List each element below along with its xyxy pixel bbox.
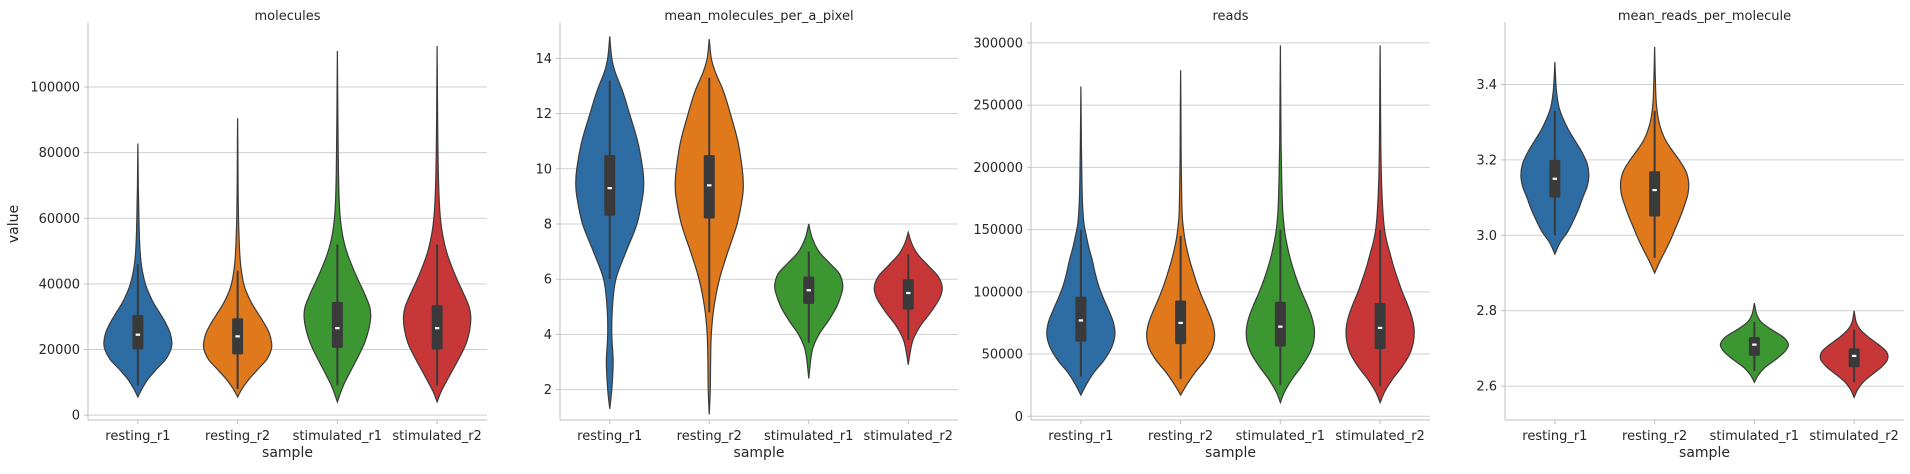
x-tick-label: resting_r2 — [677, 429, 742, 444]
iqr-box-resting-r2 — [1649, 171, 1661, 217]
median-marker-resting-r1 — [135, 333, 141, 336]
y-tick-label: 2.8 — [1476, 304, 1497, 319]
y-tick-label: 2.6 — [1476, 380, 1497, 395]
panel-title: reads — [1212, 9, 1248, 24]
panel-mean-molecules-per-a-pixel: 2 4 6 8 10 12 14 mean_molecules_per_a_pixelrest… — [535, 9, 958, 461]
iqr-box-stimulated-r1 — [331, 301, 343, 348]
violin-resting-r2 — [202, 118, 273, 399]
violin-stimulated-r1 — [303, 50, 372, 404]
x-tick-label: stimulated_r1 — [764, 429, 853, 444]
iqr-box-stimulated-r1 — [1748, 337, 1760, 356]
y-tick-label: 250000 — [973, 99, 1023, 114]
y-tick-label: 20000 — [39, 343, 80, 358]
y-tick-label: 3.4 — [1476, 78, 1497, 93]
iqr-box-resting-r1 — [1075, 296, 1087, 342]
x-tick-label: resting_r1 — [105, 429, 170, 444]
median-marker-stimulated-r1 — [806, 289, 811, 292]
median-marker-stimulated-r1 — [1278, 325, 1283, 328]
median-marker-stimulated-r2 — [1377, 326, 1383, 330]
y-tick-label: 200000 — [973, 161, 1023, 176]
y-tick-label: 0 — [1015, 410, 1023, 425]
median-marker-stimulated-r2 — [1851, 354, 1857, 358]
median-marker-resting-r2 — [707, 184, 712, 187]
x-tick-label: stimulated_r1 — [293, 429, 382, 444]
y-tick-label: 50000 — [982, 348, 1023, 363]
y-axis-title: value — [6, 205, 22, 243]
iqr-box-stimulated-r2 — [902, 279, 914, 310]
violin-stimulated-r2 — [402, 46, 472, 404]
median-marker-stimulated-r1 — [1752, 343, 1757, 346]
y-tick-label: 6 — [544, 273, 552, 288]
y-tick-label: 2 — [544, 383, 552, 398]
y-tick-label: 8 — [544, 218, 552, 233]
y-tick-label: 4 — [544, 328, 552, 343]
x-tick-label: stimulated_r2 — [1809, 429, 1898, 444]
panel-mean-reads-per-molecule: 2.6 2.8 3.0 3.2 3.4 mean_reads_per_moleculere… — [1476, 9, 1904, 461]
x-axis-title: sample — [1679, 445, 1730, 461]
y-tick-label: 100000 — [30, 81, 80, 96]
x-tick-label: resting_r1 — [1522, 429, 1587, 444]
y-tick-label: 14 — [535, 52, 552, 67]
y-tick-label: 60000 — [39, 212, 80, 227]
median-marker-resting-r1 — [1078, 319, 1084, 322]
iqr-box-resting-r1 — [604, 154, 616, 216]
panel-title: mean_molecules_per_a_pixel — [664, 9, 853, 24]
x-tick-label: stimulated_r2 — [392, 429, 481, 444]
x-tick-label: stimulated_r1 — [1710, 429, 1799, 444]
median-marker-stimulated-r2 — [906, 291, 911, 295]
x-tick-label: stimulated_r1 — [1236, 429, 1325, 444]
x-tick-label: resting_r2 — [1148, 429, 1213, 444]
median-marker-stimulated-r2 — [434, 327, 440, 330]
x-tick-label: resting_r2 — [205, 429, 270, 444]
x-tick-label: resting_r1 — [1048, 429, 1113, 444]
y-tick-label: 12 — [535, 107, 552, 122]
panel-title: mean_reads_per_molecule — [1618, 9, 1791, 24]
median-marker-resting-r2 — [1652, 188, 1657, 192]
panel-molecules: 0 20000 40000 60000 80000 100000 molecules rest… — [6, 9, 487, 461]
iqr-box-resting-r2 — [703, 154, 715, 219]
panel-reads: 0 50000 100000 150000 200000 250000 300000 read… — [973, 9, 1430, 461]
median-marker-stimulated-r1 — [335, 327, 340, 330]
y-tick-label: 80000 — [39, 146, 80, 161]
x-axis-title: sample — [734, 445, 785, 461]
iqr-box-stimulated-r1 — [1274, 301, 1286, 347]
y-tick-label: 3.0 — [1476, 229, 1497, 244]
y-tick-label: 300000 — [973, 36, 1023, 51]
median-marker-resting-r2 — [1178, 321, 1183, 325]
violin-resting-r2 — [1146, 70, 1216, 397]
violin-stimulated-r1 — [1245, 45, 1316, 405]
iqr-box-resting-r1 — [132, 315, 144, 350]
x-tick-label: stimulated_r2 — [864, 429, 953, 444]
median-marker-resting-r1 — [607, 187, 612, 190]
violin-stimulated-r2 — [1345, 45, 1415, 405]
x-tick-label: resting_r1 — [577, 429, 642, 444]
y-tick-label: 100000 — [973, 285, 1023, 300]
x-axis-title: sample — [262, 445, 313, 461]
y-tick-label: 10 — [535, 162, 552, 177]
iqr-box-stimulated-r2 — [1848, 348, 1860, 368]
iqr-box-stimulated-r2 — [1374, 303, 1386, 350]
x-tick-label: resting_r2 — [1622, 429, 1687, 444]
median-marker-resting-r1 — [1552, 177, 1558, 180]
y-tick-label: 40000 — [39, 277, 80, 292]
x-axis-title: sample — [1205, 445, 1256, 461]
median-marker-resting-r2 — [235, 335, 240, 338]
y-tick-label: 150000 — [973, 223, 1023, 238]
x-tick-label: stimulated_r2 — [1335, 429, 1424, 444]
y-tick-label: 3.2 — [1476, 153, 1497, 168]
panel-title: molecules — [255, 9, 321, 24]
y-tick-label: 0 — [72, 409, 80, 424]
